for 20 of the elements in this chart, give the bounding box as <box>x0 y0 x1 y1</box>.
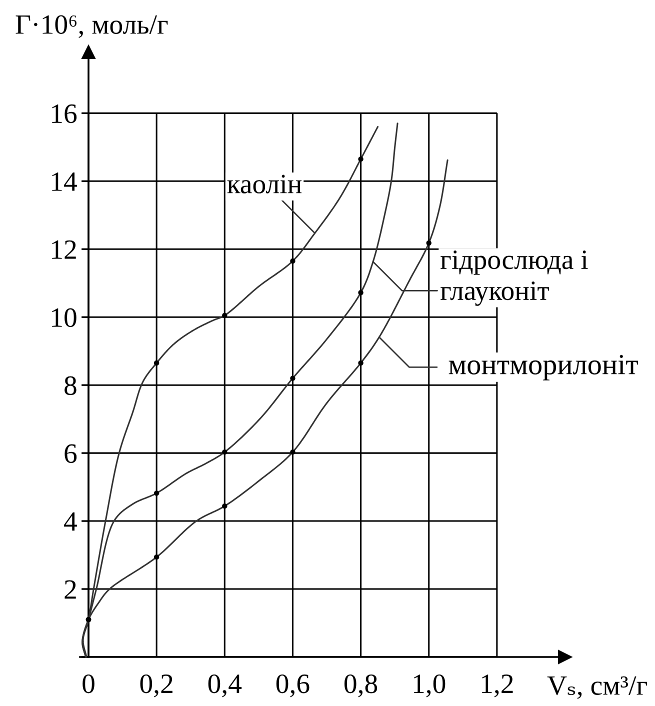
annotation: каолін <box>227 174 302 194</box>
y-axis-title: Г·10⁶, моль/г <box>16 15 168 38</box>
y-tick-label: 16 <box>52 104 77 124</box>
y-tick-label: 12 <box>52 240 76 259</box>
y-tick-label: 6 <box>64 444 77 463</box>
y-tick-label: 8 <box>64 376 76 395</box>
y-tick-label: 4 <box>64 512 77 531</box>
x-tick-label: 1,0 <box>414 674 446 698</box>
y-tick-label: 2 <box>64 580 76 599</box>
y-tick-label: 14 <box>52 172 77 191</box>
x-tick-label: 0,8 <box>344 674 378 698</box>
x-axis-title: Vₛ, см³/г <box>547 676 647 699</box>
y-tick-label: 10 <box>52 308 76 328</box>
x-tick-label: 0,4 <box>208 674 242 698</box>
annotation: гідрослюда і глауконіт <box>440 250 588 306</box>
x-tick-label: 0,6 <box>276 674 310 698</box>
x-tick-label: 0 <box>82 674 94 694</box>
x-tick-label: 0,2 <box>140 674 172 698</box>
x-tick-label: 1,2 <box>482 674 513 698</box>
annotation: монтморилоніт <box>448 354 638 380</box>
